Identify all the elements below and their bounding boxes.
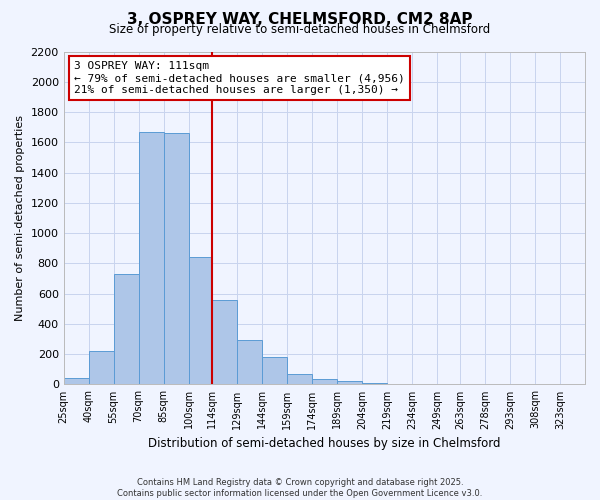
Bar	[212, 300, 237, 384]
Bar	[262, 357, 287, 384]
Bar	[64, 378, 89, 384]
Bar	[287, 374, 312, 384]
Y-axis label: Number of semi-detached properties: Number of semi-detached properties	[15, 115, 25, 321]
Text: Contains HM Land Registry data © Crown copyright and database right 2025.
Contai: Contains HM Land Registry data © Crown c…	[118, 478, 482, 498]
Bar	[337, 382, 362, 384]
Bar	[113, 274, 139, 384]
Text: Size of property relative to semi-detached houses in Chelmsford: Size of property relative to semi-detach…	[109, 22, 491, 36]
Text: 3 OSPREY WAY: 111sqm
← 79% of semi-detached houses are smaller (4,956)
21% of se: 3 OSPREY WAY: 111sqm ← 79% of semi-detac…	[74, 62, 405, 94]
Bar	[139, 132, 164, 384]
Bar	[89, 351, 113, 384]
Bar	[312, 379, 337, 384]
Text: 3, OSPREY WAY, CHELMSFORD, CM2 8AP: 3, OSPREY WAY, CHELMSFORD, CM2 8AP	[127, 12, 473, 28]
Bar	[362, 383, 387, 384]
Bar	[188, 256, 212, 384]
Bar	[237, 340, 262, 384]
Bar	[164, 133, 188, 384]
X-axis label: Distribution of semi-detached houses by size in Chelmsford: Distribution of semi-detached houses by …	[148, 437, 500, 450]
